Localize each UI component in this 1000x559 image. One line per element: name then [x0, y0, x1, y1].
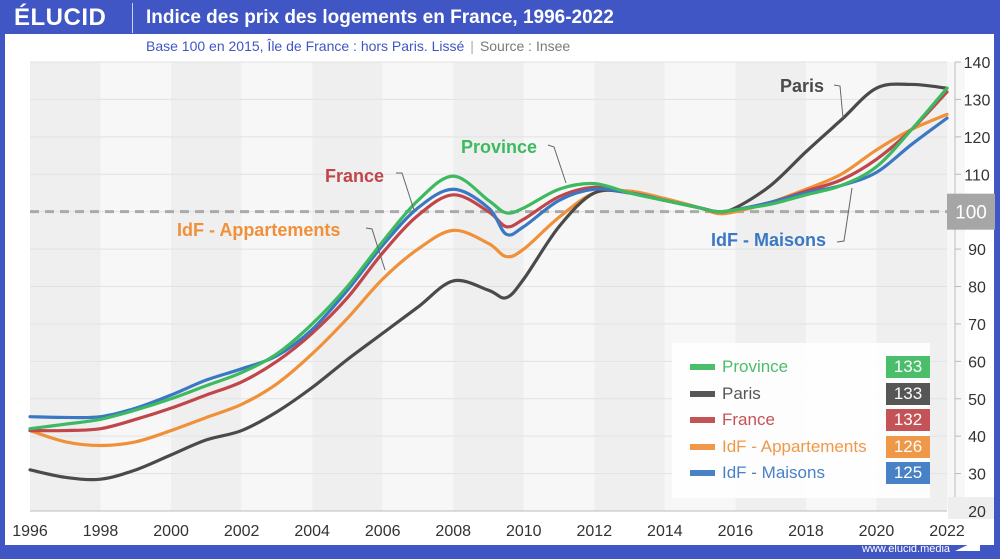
- legend-swatch: [690, 470, 715, 476]
- legend-label: IdF - Appartements: [722, 436, 867, 456]
- annotation-label: Paris: [780, 76, 824, 96]
- legend-label: France: [722, 410, 775, 429]
- x-tick-label: 1998: [83, 523, 119, 540]
- y-tick-label: 130: [964, 92, 991, 109]
- leader-line: [833, 84, 844, 119]
- logo-divider: [132, 3, 133, 33]
- leader-line: [396, 172, 415, 211]
- legend-swatch: [690, 417, 715, 423]
- chart-title: Indice des prix des logements en France,…: [146, 7, 614, 28]
- legend-swatch: [690, 390, 715, 397]
- y-axis: 20 30 40 50 60 70 80 90 110 120 130 140: [948, 55, 994, 521]
- elucid-logo: ÉLUCID: [14, 4, 107, 31]
- legend-item: IdF - Maisons 125: [690, 462, 930, 484]
- legend-final-value: 132: [886, 409, 930, 431]
- legend-swatch: [690, 443, 715, 450]
- reference-label-background: [947, 193, 995, 230]
- y-tick-label: 80: [968, 280, 986, 297]
- x-tick-label: 2006: [365, 523, 401, 540]
- x-tick-label: 2016: [718, 523, 754, 540]
- x-tick-label: 2022: [929, 523, 965, 540]
- x-tick-label: 2000: [153, 523, 189, 540]
- y-tick-label: 120: [964, 130, 991, 147]
- y-tick-label: 30: [968, 467, 986, 484]
- annotation-label: France: [325, 166, 384, 186]
- annotation-label: Province: [461, 137, 537, 157]
- x-tick-label: 2014: [647, 523, 683, 540]
- legend-final-value: 125: [886, 462, 930, 484]
- series-line-paris: [28, 82, 949, 482]
- x-tick-label: 2004: [294, 523, 330, 540]
- reference-label: 100: [955, 203, 987, 224]
- y-tick-label: 110: [964, 167, 990, 184]
- y-tick-label: 90: [968, 242, 986, 259]
- annotation-label: IdF - Appartements: [177, 220, 340, 240]
- annotations: Province France IdF - Appartements Paris IdF…: [177, 76, 853, 271]
- annotation-label: IdF - Maisons: [711, 230, 826, 250]
- y-tick-label: 40: [968, 429, 986, 446]
- legend: Province 133 Paris 133 France 132 IdF - Appart…: [672, 343, 930, 498]
- legend-item: IdF - Appartements 126: [690, 435, 930, 458]
- y-tick-label: 20: [968, 504, 986, 521]
- legend-label: IdF - Maisons: [722, 463, 825, 482]
- x-tick-label: 2008: [435, 523, 471, 540]
- footer-url[interactable]: www.elucid.media: [862, 543, 951, 555]
- leader-line: [836, 187, 853, 243]
- y-tick-label: 70: [968, 317, 986, 334]
- y-tick-label: 50: [968, 392, 986, 409]
- x-tick-label: 2012: [577, 523, 613, 540]
- x-tick-label: 2020: [859, 523, 895, 540]
- series-line-province: [28, 86, 949, 431]
- x-axis: 1996 1998 2000 2002 2004 2006 2008 2010 2012 2014…: [12, 523, 965, 540]
- legend-final-value: 133: [886, 382, 930, 405]
- series-line-idf-maisons: [28, 116, 949, 420]
- y-label-bg: [948, 497, 994, 519]
- y-tick-label: 60: [968, 354, 986, 371]
- chart-subtitle: Base 100 en 2015, Île de France : hors P…: [146, 38, 570, 54]
- subtitle-text: Base 100 en 2015, Île de France : hors P…: [146, 38, 465, 54]
- legend-final-value: 133: [886, 356, 930, 378]
- leader-line: [547, 144, 567, 184]
- subtitle-separator: |: [470, 38, 474, 54]
- legend-item: France 132: [690, 409, 930, 431]
- legend-item: Paris 133: [690, 382, 930, 405]
- header-bar: ÉLUCID Indice des prix des logements en …: [0, 0, 1000, 34]
- leader-line: [365, 227, 386, 271]
- source-text: Source : Insee: [479, 38, 571, 54]
- x-tick-label: 1996: [12, 523, 48, 540]
- legend-final-value: 126: [886, 435, 930, 458]
- legend-label: Province: [722, 357, 789, 376]
- y-tick-label: 140: [964, 55, 991, 72]
- series-lines: [28, 82, 949, 482]
- corner-decoration: [955, 539, 980, 551]
- x-tick-label: 2002: [224, 523, 260, 540]
- x-tick-label: 2018: [788, 523, 824, 540]
- x-tick-label: 2010: [506, 523, 542, 540]
- legend-swatch: [690, 364, 715, 370]
- legend-item: Province 133: [690, 356, 930, 378]
- legend-label: Paris: [722, 383, 761, 403]
